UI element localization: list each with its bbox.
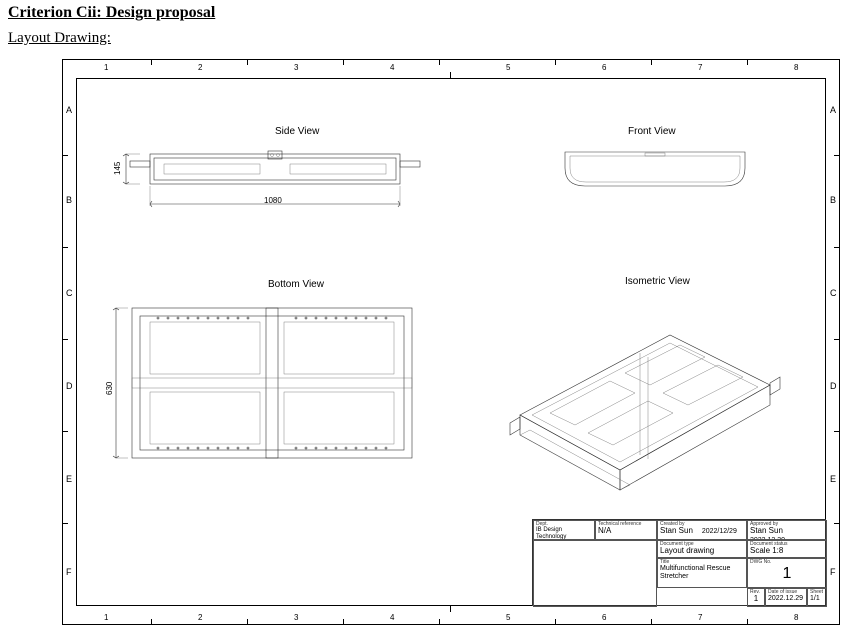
page-subtitle: Layout Drawing: xyxy=(8,30,111,47)
ruler-tick xyxy=(62,155,68,156)
tb-sheet-value: 1/1 xyxy=(810,595,824,603)
tb-techref-value: N/A xyxy=(598,527,654,536)
ruler-col-top-1: 1 xyxy=(104,63,108,72)
ruler-tick xyxy=(343,619,344,625)
ruler-col-top-4: 4 xyxy=(390,63,394,72)
tb-doctype-value: Layout drawing xyxy=(660,547,744,556)
ruler-tick xyxy=(247,619,248,625)
ruler-col-bot-8: 8 xyxy=(794,613,798,622)
tb-doi-value: 2022.12.29 xyxy=(768,595,804,603)
label-front-view: Front View xyxy=(628,126,676,137)
ruler-col-top-2: 2 xyxy=(198,63,202,72)
tb-created-value: Stan Sun 2022/12/29 xyxy=(660,527,744,536)
ruler-col-bot-5: 5 xyxy=(506,613,510,622)
ruler-tick xyxy=(151,619,152,625)
ruler-col-bot-7: 7 xyxy=(698,613,702,622)
ruler-col-bot-3: 3 xyxy=(294,613,298,622)
label-bottom-view: Bottom View xyxy=(268,279,324,290)
ruler-tick xyxy=(450,606,451,612)
ruler-tick xyxy=(343,59,344,65)
ruler-row-r-D: D xyxy=(830,381,837,391)
ruler-tick xyxy=(834,523,840,524)
ruler-col-top-3: 3 xyxy=(294,63,298,72)
ruler-row-r-E: E xyxy=(830,474,836,484)
ruler-row-l-E: E xyxy=(66,474,72,484)
ruler-row-r-F: F xyxy=(830,567,836,577)
drawing-front-view xyxy=(560,146,750,196)
label-side-view: Side View xyxy=(275,126,319,137)
ruler-tick xyxy=(834,247,840,248)
page-title: Criterion Cii: Design proposal xyxy=(8,4,215,22)
ruler-col-top-8: 8 xyxy=(794,63,798,72)
ruler-tick xyxy=(747,59,748,65)
tb-rev-value: 1 xyxy=(750,595,762,604)
drawing-side-view xyxy=(120,146,430,216)
ruler-tick xyxy=(439,59,440,65)
label-iso-view: Isometric View xyxy=(625,276,690,287)
ruler-tick xyxy=(439,619,440,625)
ruler-row-r-B: B xyxy=(830,195,836,205)
ruler-tick xyxy=(555,59,556,65)
ruler-tick xyxy=(247,59,248,65)
ruler-tick xyxy=(62,431,68,432)
tb-approved-value: Stan Sun 2022.12.30 xyxy=(750,527,824,540)
ruler-tick xyxy=(555,619,556,625)
tb-title-value: Multifunctional Rescue Stretcher xyxy=(660,565,744,580)
dim-side-width: 1080 xyxy=(264,196,282,205)
tb-dept-value: IB Design Technology xyxy=(536,527,592,540)
ruler-col-top-5: 5 xyxy=(506,63,510,72)
dim-side-height: 145 xyxy=(113,162,122,175)
ruler-row-l-A: A xyxy=(66,105,72,115)
ruler-row-r-C: C xyxy=(830,288,837,298)
tb-dwgno-value: 1 xyxy=(750,565,824,583)
title-block: Dept. IB Design Technology Technical ref… xyxy=(532,519,826,606)
ruler-tick xyxy=(834,155,840,156)
ruler-row-l-F: F xyxy=(66,567,72,577)
ruler-col-top-7: 7 xyxy=(698,63,702,72)
ruler-tick xyxy=(151,59,152,65)
ruler-row-l-C: C xyxy=(66,288,73,298)
tb-docstatus-value: Scale 1:8 xyxy=(750,547,824,556)
ruler-col-top-6: 6 xyxy=(602,63,606,72)
dim-bottom-height: 630 xyxy=(105,382,114,395)
drawing-bottom-view xyxy=(110,298,430,478)
ruler-col-bot-2: 2 xyxy=(198,613,202,622)
ruler-tick xyxy=(62,339,68,340)
ruler-col-bot-1: 1 xyxy=(104,613,108,622)
ruler-row-l-D: D xyxy=(66,381,73,391)
ruler-tick xyxy=(450,72,451,78)
ruler-col-bot-4: 4 xyxy=(390,613,394,622)
ruler-tick xyxy=(651,59,652,65)
drawing-iso-view xyxy=(470,295,790,505)
ruler-tick xyxy=(62,523,68,524)
ruler-tick xyxy=(62,247,68,248)
ruler-row-l-B: B xyxy=(66,195,72,205)
ruler-col-bot-6: 6 xyxy=(602,613,606,622)
ruler-tick xyxy=(834,431,840,432)
ruler-row-r-A: A xyxy=(830,105,836,115)
ruler-tick xyxy=(747,619,748,625)
ruler-tick xyxy=(651,619,652,625)
ruler-tick xyxy=(834,339,840,340)
